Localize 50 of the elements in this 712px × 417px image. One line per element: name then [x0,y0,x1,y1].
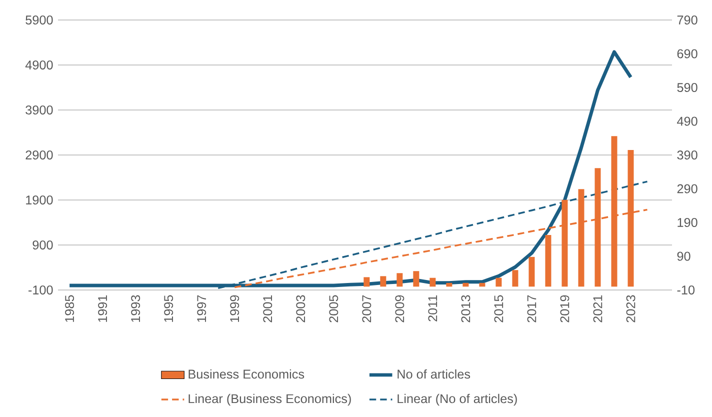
x-tick-label: 2023 [626,295,636,322]
bar [380,276,386,287]
y-tick-label: 4900 [25,60,53,70]
y-tick-label: 900 [32,240,53,250]
y2-tick-label: -10 [677,286,695,294]
bar [462,282,469,287]
x-tick-label: 1991 [98,295,108,322]
legend-label: Linear (No of articles) [398,394,517,406]
legend-label: Linear (Business Economics) [188,394,351,406]
bar [545,234,552,287]
x-tick-label: 1999 [230,295,240,322]
y2-tick-label: 390 [677,150,698,160]
x-tick-label: 2017 [527,295,536,322]
legend-label: No of articles [398,369,470,379]
y-tick-label: 3900 [26,106,53,114]
x-tick-label: 2021 [593,295,602,322]
bar [496,278,502,287]
x-tick-label: 2015 [494,295,504,322]
bar [413,271,420,287]
y2-tick-label: 490 [677,116,698,126]
x-tick-label: 2001 [263,295,272,322]
x-tick-label: 2005 [329,295,338,322]
x-tick-label: 2003 [296,295,306,322]
y2-tick-label: 690 [677,49,698,58]
bar [528,256,535,287]
bar [479,282,486,287]
bar [430,278,436,287]
x-tick-label: 2013 [461,295,470,322]
x-tick-label: 1995 [164,295,174,322]
bar [512,270,518,287]
bar [396,273,403,287]
y-tick-label: -100 [28,286,53,294]
y2-tick-label: 90 [677,252,690,261]
x-tick-label: 2011 [428,295,438,322]
x-tick-label: 1997 [197,295,206,322]
bar [364,277,370,287]
y2-tick-label: 590 [677,83,698,92]
y2-tick-label: 790 [677,16,698,24]
y-tick-label: 2900 [26,150,53,160]
y-tick-label: 1900 [26,196,53,204]
bar [446,282,452,287]
y-tick-label: 5900 [26,16,53,24]
x-tick-label: 2007 [362,295,372,322]
x-tick-label: 2019 [560,295,570,322]
x-tick-label: 1985 [65,295,74,322]
x-tick-label: 1993 [131,295,140,322]
legend-label: Business Economics [188,369,304,379]
y2-tick-label: 190 [678,218,698,227]
y2-tick-label: 290 [677,184,698,194]
x-tick-label: 2009 [395,295,404,322]
